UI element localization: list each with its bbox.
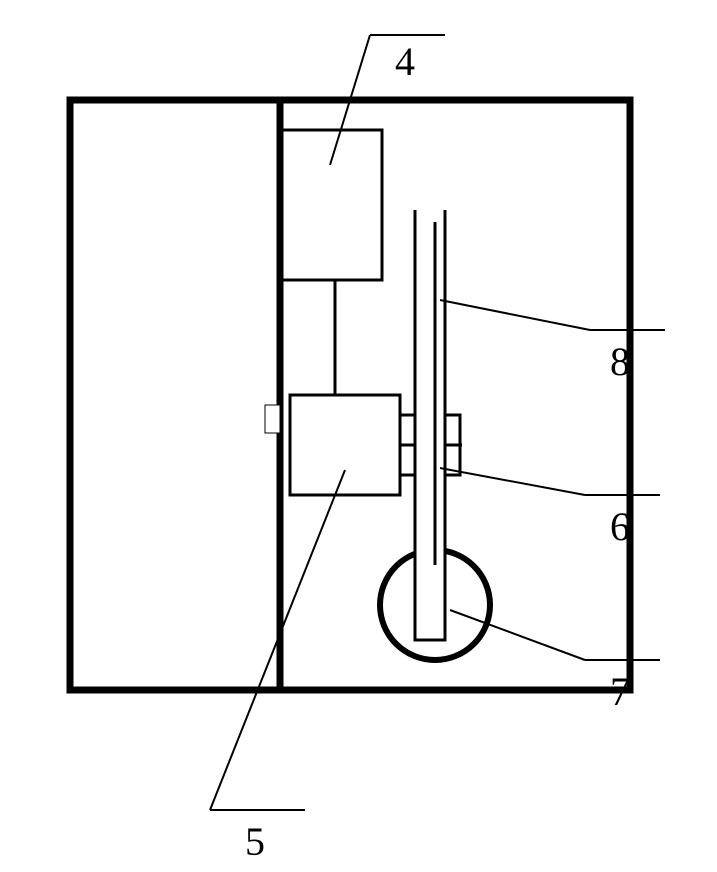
label-6: 6 xyxy=(610,504,630,549)
label-5: 5 xyxy=(245,819,265,864)
component-8-blade-outer xyxy=(415,210,445,640)
component-4 xyxy=(282,130,382,280)
component-5 xyxy=(290,395,400,495)
label-8: 8 xyxy=(610,339,630,384)
divider-notch xyxy=(265,405,280,433)
label-4: 4 xyxy=(395,39,415,84)
label-7: 7 xyxy=(610,669,630,714)
